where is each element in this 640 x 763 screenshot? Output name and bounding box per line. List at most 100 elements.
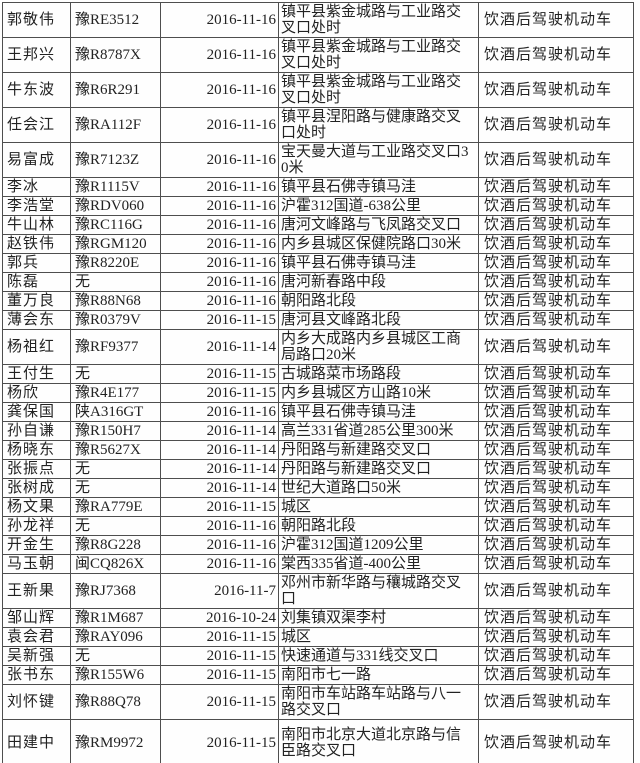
violation-location-cell: 沪霍312国道-638公里 <box>278 196 479 216</box>
license-plate-cell: 豫R5627X <box>70 440 161 460</box>
violation-location-cell: 镇平县石佛寺镇马洼 <box>278 402 479 422</box>
license-plate-cell: 豫R7123Z <box>70 142 161 178</box>
violation-date-cell: 2016-11-15 <box>160 627 279 647</box>
violation-location-cell: 镇平县紫金城路与工业路交叉口处时 <box>278 37 479 73</box>
driver-name-cell: 田建中 <box>2 719 71 763</box>
license-plate-cell: 豫R150H7 <box>70 421 161 441</box>
violation-date-cell: 2016-11-14 <box>160 478 279 498</box>
driver-name-cell: 陈磊 <box>2 272 71 292</box>
table-row: 孙自谦 豫R150H7 2016-11-14 高兰331省道285公里300米 … <box>2 421 634 441</box>
violation-date-cell: 2016-11-15 <box>160 310 279 330</box>
license-plate-cell: 豫R0379V <box>70 310 161 330</box>
table-row: 孙龙祥 无 2016-11-16 朝阳路北段 饮酒后驾驶机动车 <box>2 516 634 536</box>
license-plate-cell: 豫RM9972 <box>70 719 161 763</box>
driver-name-cell: 邹山辉 <box>2 608 71 628</box>
license-plate-cell: 豫R88N68 <box>70 291 161 311</box>
license-plate-cell: 豫RE3512 <box>70 2 161 38</box>
license-plate-cell: 豫RJ7368 <box>70 573 161 609</box>
license-plate-cell: 豫R155W6 <box>70 665 161 685</box>
table-row: 邹山辉 豫R1M687 2016-10-24 刘集镇双渠李村 饮酒后驾驶机动车 <box>2 608 634 628</box>
driver-name-cell: 王邦兴 <box>2 37 71 73</box>
violation-date-cell: 2016-11-15 <box>160 684 279 720</box>
violation-location-cell: 镇平县紫金城路与工业路交叉口处时 <box>278 2 479 38</box>
violation-location-cell: 快速通道与331线交叉口 <box>278 646 479 666</box>
driver-name-cell: 董万良 <box>2 291 71 311</box>
driver-name-cell: 郭兵 <box>2 253 71 273</box>
license-plate-cell: 豫RA112F <box>70 107 161 143</box>
violation-date-cell: 2016-11-16 <box>160 37 279 73</box>
driver-name-cell: 刘怀键 <box>2 684 71 720</box>
table-row: 易富成 豫R7123Z 2016-11-16 宝天曼大道与工业路交叉口30米 饮… <box>2 142 634 178</box>
violation-type-cell: 饮酒后驾驶机动车 <box>478 719 634 763</box>
license-plate-cell: 豫RA779E <box>70 497 161 517</box>
driver-name-cell: 杨欣 <box>2 383 71 403</box>
driver-name-cell: 牛东波 <box>2 72 71 108</box>
violation-date-cell: 2016-11-16 <box>160 142 279 178</box>
license-plate-cell: 豫RC116G <box>70 215 161 235</box>
violation-type-cell: 饮酒后驾驶机动车 <box>478 142 634 178</box>
violation-type-cell: 饮酒后驾驶机动车 <box>478 329 634 365</box>
license-plate-cell: 豫R8787X <box>70 37 161 73</box>
license-plate-cell: 无 <box>70 459 161 479</box>
violation-type-cell: 饮酒后驾驶机动车 <box>478 177 634 197</box>
violation-location-cell: 镇平县石佛寺镇马洼 <box>278 253 479 273</box>
table-row: 张振点 无 2016-11-14 丹阳路与新建路交叉口 饮酒后驾驶机动车 <box>2 459 634 479</box>
violation-type-cell: 饮酒后驾驶机动车 <box>478 665 634 685</box>
table-row: 郭兵 豫R8220E 2016-11-16 镇平县石佛寺镇马洼 饮酒后驾驶机动车 <box>2 253 634 273</box>
driver-name-cell: 易富成 <box>2 142 71 178</box>
license-plate-cell: 豫R88Q78 <box>70 684 161 720</box>
violation-type-cell: 饮酒后驾驶机动车 <box>478 646 634 666</box>
violation-type-cell: 饮酒后驾驶机动车 <box>478 627 634 647</box>
driver-name-cell: 马玉朝 <box>2 554 71 574</box>
violation-location-cell: 城区 <box>278 627 479 647</box>
violation-location-cell: 内乡县城区方山路10米 <box>278 383 479 403</box>
table-row: 杨晓东 豫R5627X 2016-11-14 丹阳路与新建路交叉口 饮酒后驾驶机… <box>2 440 634 460</box>
table-row: 牛山林 豫RC116G 2016-11-16 唐河文峰路与飞凤路交叉口 饮酒后驾… <box>2 215 634 235</box>
driver-name-cell: 开金生 <box>2 535 71 555</box>
driver-name-cell: 赵铁伟 <box>2 234 71 254</box>
driver-name-cell: 张振点 <box>2 459 71 479</box>
violation-date-cell: 2016-11-16 <box>160 234 279 254</box>
violation-type-cell: 饮酒后驾驶机动车 <box>478 440 634 460</box>
violation-location-cell: 唐河文峰路与飞凤路交叉口 <box>278 215 479 235</box>
table-row: 赵铁伟 豫RGM120 2016-11-16 内乡县城区保健院路口30米 饮酒后… <box>2 234 634 254</box>
table-row: 陈磊 无 2016-11-16 唐河新春路中段 饮酒后驾驶机动车 <box>2 272 634 292</box>
violation-location-cell: 世纪大道路口50米 <box>278 478 479 498</box>
violation-type-cell: 饮酒后驾驶机动车 <box>478 573 634 609</box>
license-plate-cell: 无 <box>70 364 161 384</box>
violation-location-cell: 唐河县文峰路北段 <box>278 310 479 330</box>
violation-type-cell: 饮酒后驾驶机动车 <box>478 291 634 311</box>
license-plate-cell: 豫R1115V <box>70 177 161 197</box>
license-plate-cell: 豫RGM120 <box>70 234 161 254</box>
driver-name-cell: 吴新强 <box>2 646 71 666</box>
violation-location-cell: 南阳市北京大道北京路与信臣路交叉口 <box>278 719 479 763</box>
license-plate-cell: 陕A316GT <box>70 402 161 422</box>
violation-location-cell: 镇平县紫金城路与工业路交叉口处时 <box>278 72 479 108</box>
violation-type-cell: 饮酒后驾驶机动车 <box>478 516 634 536</box>
violation-date-cell: 2016-11-16 <box>160 177 279 197</box>
violation-location-cell: 镇平县涅阳路与健康路交叉口处时 <box>278 107 479 143</box>
violation-date-cell: 2016-11-15 <box>160 383 279 403</box>
table-row: 田建中 豫RM9972 2016-11-15 南阳市北京大道北京路与信臣路交叉口… <box>2 719 634 763</box>
driver-name-cell: 杨文果 <box>2 497 71 517</box>
license-plate-cell: 豫R8G228 <box>70 535 161 555</box>
violation-date-cell: 2016-11-16 <box>160 554 279 574</box>
table-row: 任会江 豫RA112F 2016-11-16 镇平县涅阳路与健康路交叉口处时 饮… <box>2 107 634 143</box>
violation-type-cell: 饮酒后驾驶机动车 <box>478 478 634 498</box>
violation-location-cell: 城区 <box>278 497 479 517</box>
violation-date-cell: 2016-11-16 <box>160 291 279 311</box>
violation-date-cell: 2016-10-24 <box>160 608 279 628</box>
violation-type-cell: 饮酒后驾驶机动车 <box>478 402 634 422</box>
license-plate-cell: 无 <box>70 478 161 498</box>
table-row: 薄会东 豫R0379V 2016-11-15 唐河县文峰路北段 饮酒后驾驶机动车 <box>2 310 634 330</box>
driver-name-cell: 杨晓东 <box>2 440 71 460</box>
driver-name-cell: 任会江 <box>2 107 71 143</box>
violation-location-cell: 丹阳路与新建路交叉口 <box>278 440 479 460</box>
license-plate-cell: 豫R8220E <box>70 253 161 273</box>
table-row: 王新果 豫RJ7368 2016-11-7 邓州市新华路与穰城路交叉口 饮酒后驾… <box>2 573 634 609</box>
table-row: 刘怀键 豫R88Q78 2016-11-15 南阳市车站路车站路与八一路交叉口 … <box>2 684 634 720</box>
violation-date-cell: 2016-11-16 <box>160 196 279 216</box>
violation-type-cell: 饮酒后驾驶机动车 <box>478 196 634 216</box>
